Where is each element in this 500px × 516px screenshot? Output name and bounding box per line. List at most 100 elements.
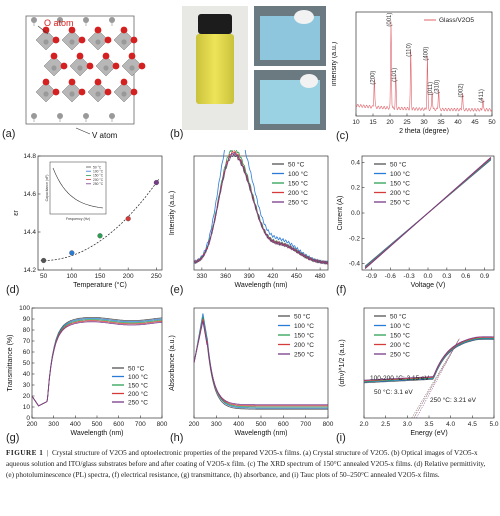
x-axis-label: Energy (eV) bbox=[410, 430, 447, 437]
y-tick-label: 0.0 bbox=[351, 210, 360, 217]
x-axis-label: 2 theta (degree) bbox=[399, 128, 449, 135]
x-tick-label: 480 bbox=[315, 273, 326, 280]
legend-entry: 250 °C bbox=[390, 350, 410, 358]
x-tick-label: 20 bbox=[386, 119, 394, 126]
vanadium-atom bbox=[109, 113, 115, 119]
y-tick-label: 60 bbox=[23, 349, 31, 356]
x-tick-label: -0.3 bbox=[404, 273, 416, 280]
x-tick-label: 4.0 bbox=[446, 421, 455, 428]
vanadium-atom bbox=[103, 65, 109, 71]
v-atom-pointer bbox=[75, 127, 91, 135]
x-tick-label: 0.6 bbox=[461, 273, 470, 280]
panel-h: 200 300 400 500 600 700 800 Wavelength (nm) Abso… bbox=[168, 302, 334, 448]
legend-entry: 50 °C bbox=[390, 312, 407, 320]
inset-legend-entry: 200 °C bbox=[93, 178, 104, 182]
legend-entry: 200 °C bbox=[288, 189, 308, 197]
pl-series-line bbox=[193, 125, 329, 265]
vanadium-atom bbox=[51, 65, 57, 71]
x-tick-label: 420 bbox=[267, 273, 278, 280]
vanadium-atom bbox=[43, 39, 49, 45]
x-tick-label: 25 bbox=[403, 119, 411, 126]
x-axis-label: Wavelength (nm) bbox=[234, 282, 287, 289]
data-point bbox=[41, 257, 47, 264]
figure-label: FIGURE 1 bbox=[6, 449, 44, 457]
transmittance-chart: 200 300 400 500 600 700 800 0 10 20 30 40 50 60 70 80 90… bbox=[7, 305, 168, 437]
legend-entry: 50 °C bbox=[294, 312, 311, 320]
substrate-after-photo bbox=[254, 70, 326, 130]
panel-label: (f) bbox=[336, 284, 347, 296]
y-axis-label: Absorbance (a.u.) bbox=[169, 335, 176, 391]
oxygen-atom bbox=[104, 88, 112, 96]
oxygen-atom bbox=[112, 62, 120, 70]
x-tick-label: 500 bbox=[256, 421, 267, 428]
tauc-series-line bbox=[363, 336, 494, 381]
oxygen-atom bbox=[68, 78, 76, 86]
y-tick-label: 14.6 bbox=[23, 191, 36, 198]
peak-label: (200) bbox=[370, 71, 376, 85]
legend-entry: 200 °C bbox=[390, 189, 410, 197]
vial-body bbox=[196, 34, 234, 104]
panel-c: 10 15 20 25 30 35 40 45 50 2 theta (degree) Intens… bbox=[331, 4, 498, 146]
oxygen-atom bbox=[52, 36, 60, 44]
data-point bbox=[69, 250, 75, 256]
x-tick-label: 330 bbox=[196, 273, 207, 280]
panel-label: (e) bbox=[170, 284, 184, 296]
peak-label: (002) bbox=[458, 83, 464, 97]
x-tick-label: 4.5 bbox=[468, 421, 477, 428]
vanadium-atom bbox=[109, 17, 115, 23]
tauc-series-line bbox=[364, 337, 494, 382]
x-tick-label: 700 bbox=[135, 421, 146, 428]
figure-caption: FIGURE 1 | Crystal structure of V2O5 and… bbox=[6, 449, 486, 479]
tauc-tangent-line bbox=[413, 338, 460, 419]
vanadium-atom bbox=[83, 113, 89, 119]
legend-entry: Glass/V2O5 bbox=[439, 17, 474, 24]
o-atom-pointer bbox=[37, 25, 49, 35]
panel-label: (g) bbox=[6, 432, 20, 444]
x-axis-label: Wavelength (nm) bbox=[234, 430, 287, 437]
y-axis-label: εr bbox=[13, 210, 20, 216]
crystal-structure-image: O atom V atom bbox=[25, 15, 146, 140]
legend-entry: 200 °C bbox=[390, 341, 410, 349]
x-tick-label: 35 bbox=[437, 119, 445, 126]
tauc-chart: 2.0 2.5 3.0 3.5 4.0 4.5 5.0 Energy (eV) (αhν)^1/… bbox=[339, 307, 499, 437]
data-point bbox=[97, 233, 103, 239]
x-tick-label: 15 bbox=[369, 119, 377, 126]
data-point bbox=[153, 180, 159, 186]
x-tick-label: 45 bbox=[471, 119, 479, 126]
panel-a: O atom V atom (a) bbox=[2, 4, 160, 142]
y-tick-label: 14.2 bbox=[23, 267, 36, 274]
panel-label: (i) bbox=[336, 432, 346, 444]
x-tick-label: 2.0 bbox=[359, 421, 368, 428]
x-tick-label: 600 bbox=[113, 421, 124, 428]
x-axis-label: Wavelength (nm) bbox=[70, 430, 123, 437]
legend-entry: 150 °C bbox=[288, 179, 308, 187]
oxygen-atom bbox=[52, 88, 60, 96]
vanadium-atom bbox=[95, 91, 101, 97]
oxygen-atom bbox=[138, 62, 146, 70]
oxygen-atom bbox=[78, 36, 86, 44]
x-tick-label: 100 bbox=[66, 273, 77, 280]
vanadium-atom bbox=[69, 39, 75, 45]
peak-label: (110) bbox=[407, 43, 413, 57]
legend-entry: 150 °C bbox=[294, 331, 314, 339]
oxygen-atom bbox=[102, 52, 110, 60]
vanadium-atom bbox=[95, 39, 101, 45]
y-tick-label: 30 bbox=[23, 382, 31, 389]
x-tick-label: 300 bbox=[48, 421, 59, 428]
o-atom-label: O atom bbox=[44, 18, 74, 28]
panel-label: (h) bbox=[170, 432, 184, 444]
panel-label: (b) bbox=[170, 128, 184, 140]
y-tick-label: -0.4 bbox=[349, 261, 361, 268]
panel-d: 50 100 150 200 250 14.2 14.4 14.6 14.8 Temperatur… bbox=[2, 150, 168, 300]
y-axis-label: Transmittance (%) bbox=[7, 335, 14, 392]
x-tick-label: 30 bbox=[420, 119, 428, 126]
inset-frame bbox=[49, 161, 107, 215]
data-point bbox=[125, 216, 131, 222]
x-tick-label: 150 bbox=[95, 273, 106, 280]
panel-i: 2.0 2.5 3.0 3.5 4.0 4.5 5.0 Energy (eV) (αhν)^1/… bbox=[334, 302, 500, 448]
legend-entry: 50 °C bbox=[128, 364, 145, 372]
oxygen-atom bbox=[94, 78, 102, 86]
oxygen-atom bbox=[120, 78, 128, 86]
oxygen-atom bbox=[104, 36, 112, 44]
legend-entry: 100 °C bbox=[288, 170, 308, 178]
